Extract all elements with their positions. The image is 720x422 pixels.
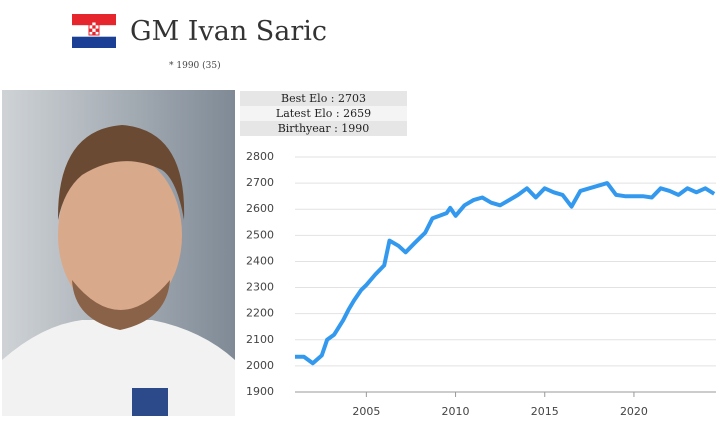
y-tick-label: 1900 (246, 385, 274, 398)
stat-row: Latest Elo : 2659 (240, 106, 407, 121)
x-tick-label: 2005 (352, 405, 380, 418)
x-tick-label: 2010 (442, 405, 470, 418)
elo-chart: 1900 2000 2100 2200 2300 2400 2500 2600 2700 2800… (246, 150, 716, 418)
player-photo (2, 90, 235, 416)
elo-line (295, 181, 716, 366)
stat-row: Best Elo : 2703 (240, 91, 407, 106)
birth-info: * 1990 (35) (169, 61, 221, 71)
player-name: GM Ivan Saric (130, 16, 328, 47)
y-tick-label: 2700 (246, 176, 274, 189)
y-tick-label: 2300 (246, 281, 274, 294)
x-tick-label: 2015 (531, 405, 559, 418)
y-tick-label: 2200 (246, 307, 274, 320)
y-tick-label: 2600 (246, 202, 274, 215)
y-tick-label: 2400 (246, 254, 274, 267)
x-tick-label: 2020 (620, 405, 648, 418)
stat-row: Birthyear : 1990 (240, 121, 407, 136)
y-tick-label: 2100 (246, 333, 274, 346)
flag (72, 14, 116, 48)
y-tick-label: 2500 (246, 228, 274, 241)
y-tick-label: 2000 (246, 359, 274, 372)
stats-panel: Best Elo : 2703 Latest Elo : 2659 Birthy… (240, 91, 407, 136)
y-tick-label: 2800 (246, 150, 274, 163)
